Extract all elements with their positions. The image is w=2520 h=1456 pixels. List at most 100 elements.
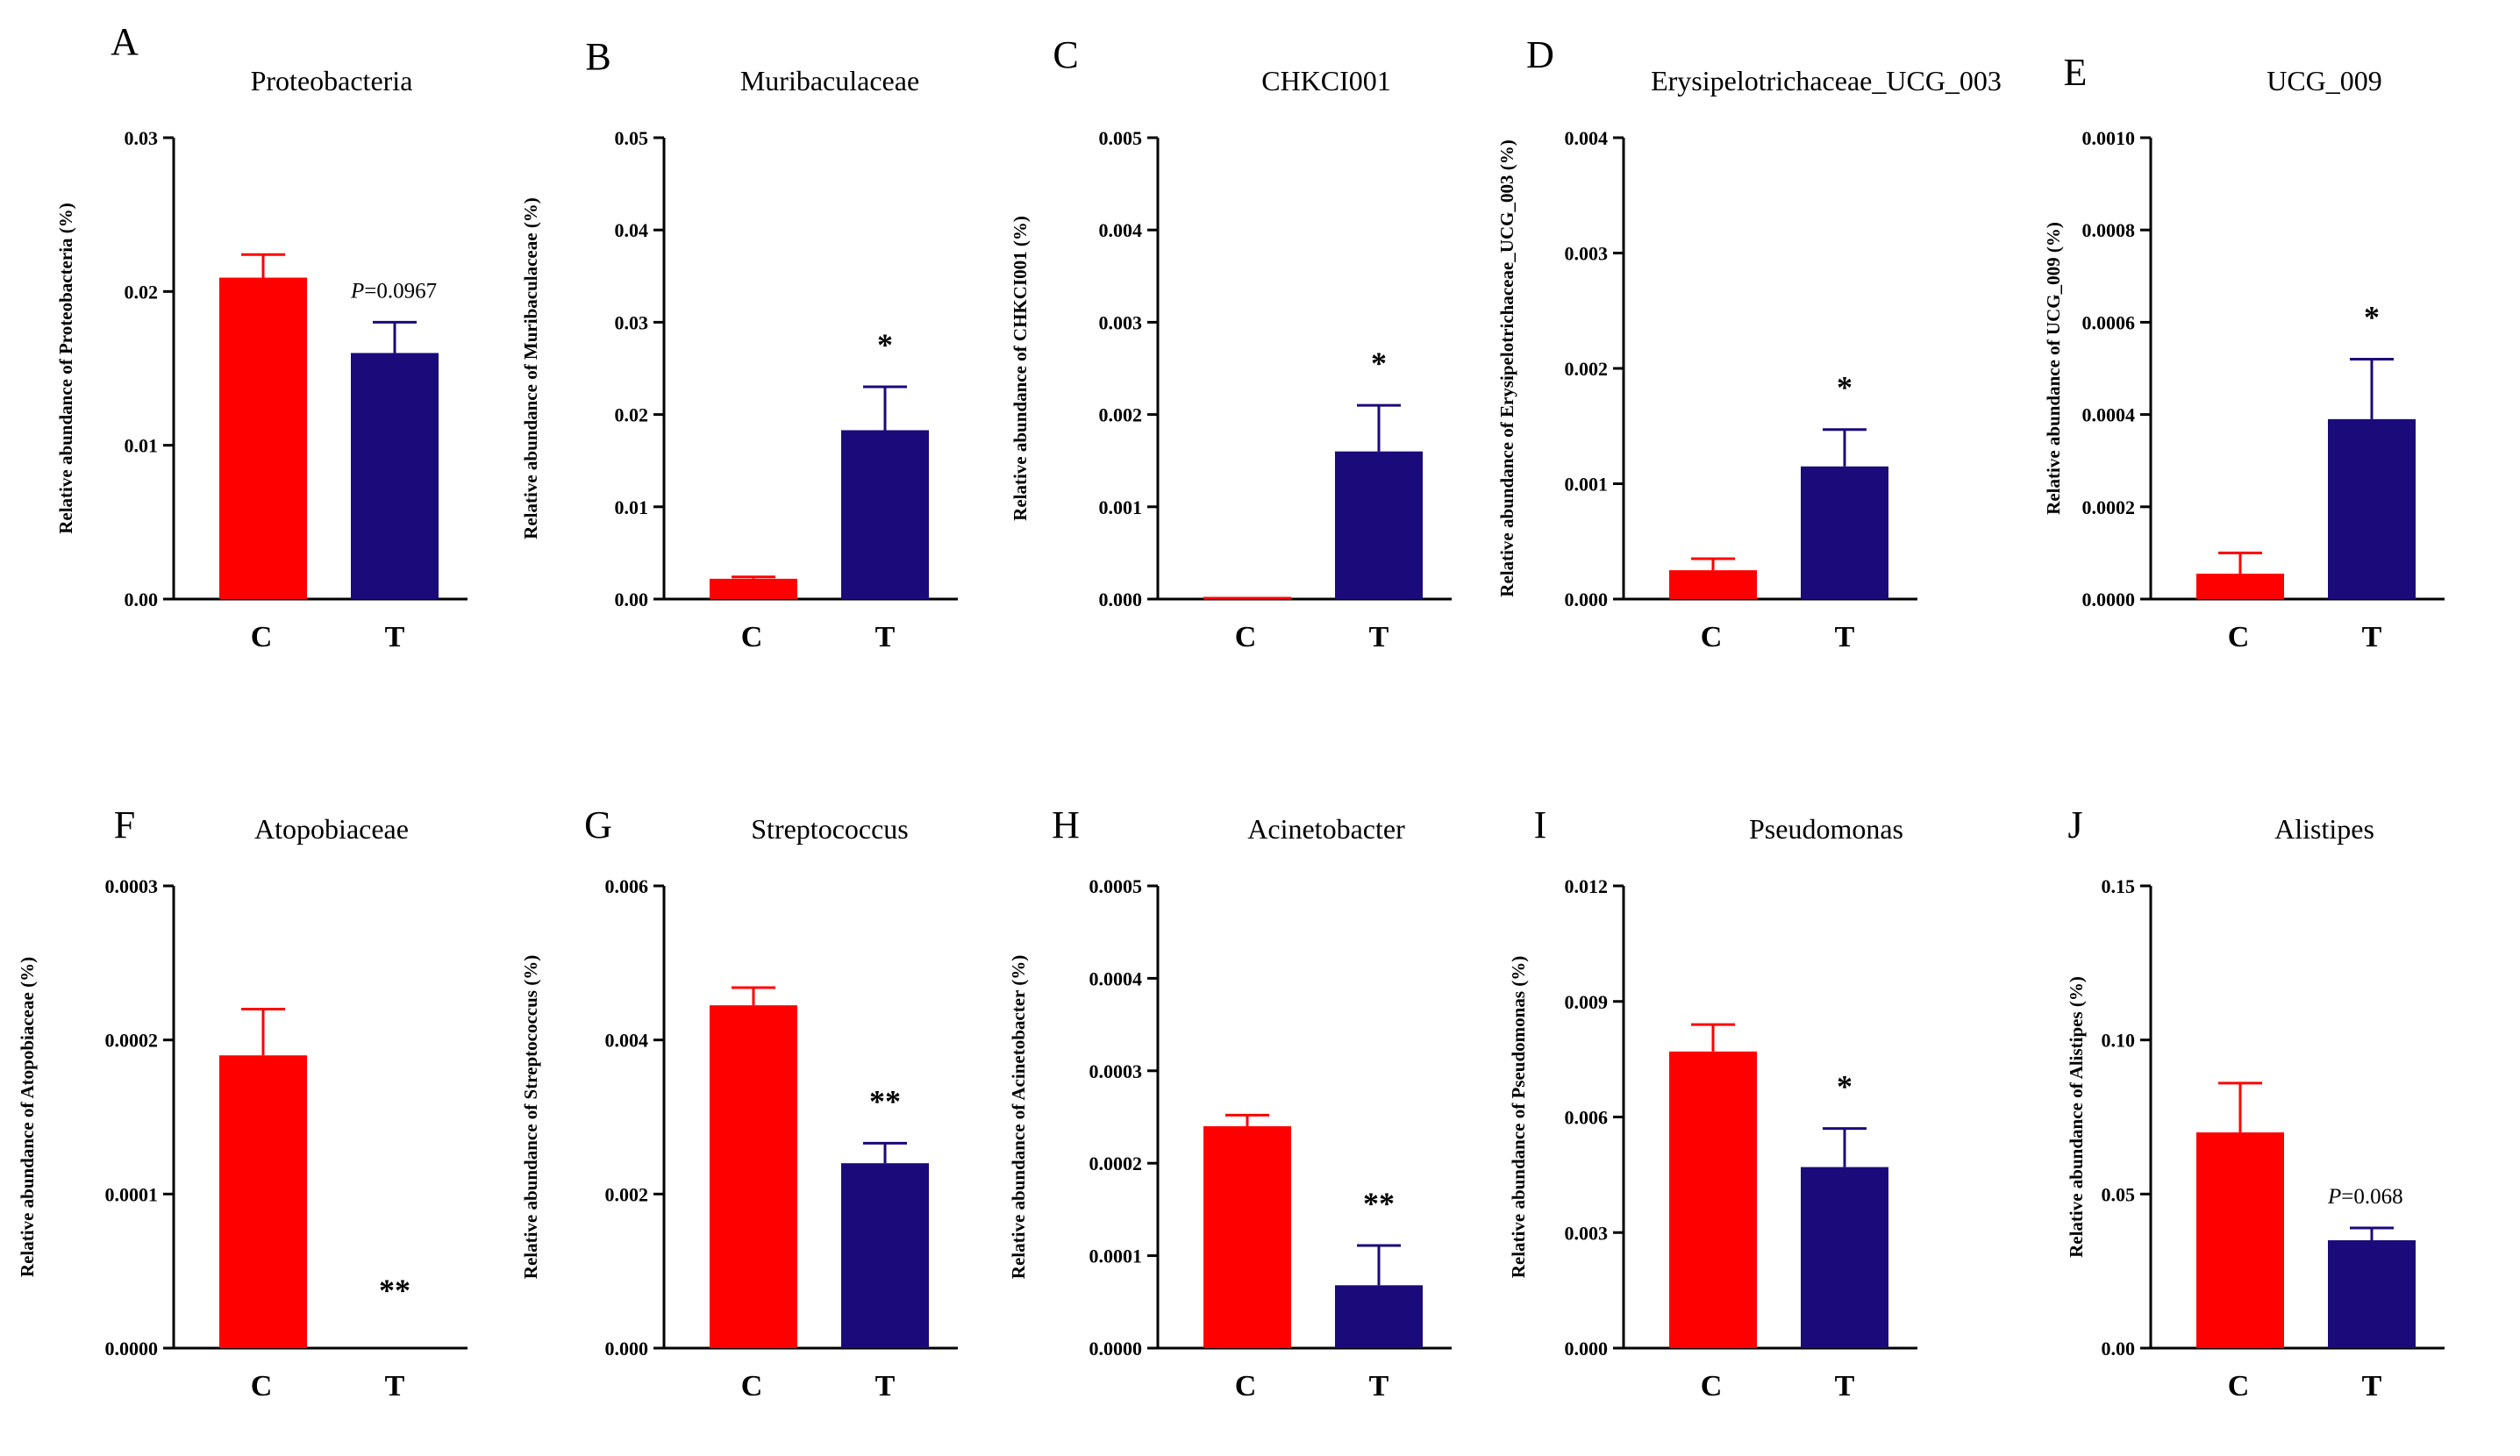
y-tick-label: 0.0000 bbox=[1089, 1338, 1143, 1360]
panel-title: Erysipelotrichaceae_UCG_003 bbox=[1651, 65, 2002, 96]
panel-letter: E bbox=[2064, 51, 2088, 94]
bar-c bbox=[2196, 574, 2284, 599]
y-tick-label: 0.00 bbox=[125, 589, 159, 610]
y-tick-label: 0.0004 bbox=[1089, 967, 1143, 989]
panel-letter: D bbox=[1526, 33, 1554, 76]
significance-marker: * bbox=[1837, 1069, 1853, 1104]
y-tick-label: 0.012 bbox=[1565, 875, 1609, 897]
bar-t bbox=[1335, 451, 1423, 599]
y-tick-label: 0.0003 bbox=[1089, 1060, 1143, 1082]
y-tick-label: 0.02 bbox=[125, 281, 159, 303]
category-label: C bbox=[741, 1370, 763, 1402]
y-tick-label: 0.000 bbox=[1565, 589, 1609, 610]
y-tick-label: 0.0002 bbox=[2082, 496, 2136, 518]
panel-letter: H bbox=[1052, 803, 1080, 846]
y-tick-label: 0.15 bbox=[2102, 875, 2136, 897]
y-tick-label: 0.003 bbox=[1099, 311, 1143, 333]
panel-h: H Acinetobacter 0.0000 0.0001 0.0002 0.0003 0.… bbox=[1008, 803, 1452, 1402]
category-label: T bbox=[1369, 1370, 1389, 1402]
category-label: C bbox=[1701, 1370, 1723, 1402]
bar-t bbox=[351, 353, 439, 599]
panel-title: Proteobacteria bbox=[251, 65, 413, 96]
significance-marker: ** bbox=[379, 1273, 410, 1308]
panel-j: J Alistipes 0.00 0.05 0.10 0.15 Relative abund… bbox=[2066, 803, 2445, 1402]
y-tick-label: 0.004 bbox=[1565, 127, 1609, 149]
panel-title: Acinetobacter bbox=[1247, 813, 1405, 845]
category-label: C bbox=[1235, 621, 1257, 653]
category-label: T bbox=[385, 1370, 405, 1402]
bar-c bbox=[219, 1055, 307, 1348]
bar-c bbox=[710, 1005, 797, 1348]
y-tick-label: 0.006 bbox=[605, 875, 649, 897]
category-label: C bbox=[2228, 1370, 2250, 1402]
y-tick-label: 0.000 bbox=[1565, 1338, 1609, 1360]
bar-t bbox=[841, 430, 929, 599]
category-label: T bbox=[2362, 621, 2382, 653]
y-tick-label: 0.000 bbox=[1099, 589, 1143, 610]
y-tick-label: 0.0005 bbox=[1089, 875, 1143, 897]
panel-letter: A bbox=[111, 20, 139, 63]
category-label: T bbox=[1369, 621, 1389, 653]
y-axis-label: Relative abundance of Atopobiaceae (%) bbox=[17, 957, 38, 1277]
y-tick-label: 0.003 bbox=[1565, 243, 1609, 265]
bar-c bbox=[219, 277, 307, 599]
panel-title: CHKCI001 bbox=[1261, 65, 1391, 96]
category-label: T bbox=[875, 621, 896, 653]
panel-title: Pseudomonas bbox=[1749, 813, 1903, 845]
y-tick-label: 0.01 bbox=[615, 496, 649, 518]
bar-c bbox=[710, 578, 797, 599]
bar-c bbox=[1669, 1051, 1757, 1348]
panel-letter: I bbox=[1534, 803, 1547, 846]
category-label: T bbox=[875, 1370, 896, 1402]
y-tick-label: 0.0001 bbox=[1089, 1245, 1143, 1267]
category-label: C bbox=[741, 621, 763, 653]
y-tick-label: 0.009 bbox=[1565, 991, 1609, 1013]
bar-t bbox=[1801, 466, 1888, 599]
category-label: C bbox=[2228, 621, 2250, 653]
y-tick-label: 0.0000 bbox=[105, 1338, 159, 1360]
panel-letter: C bbox=[1053, 33, 1078, 76]
bar-t bbox=[2328, 418, 2416, 599]
bar-t bbox=[841, 1163, 929, 1348]
bar-c bbox=[2196, 1132, 2284, 1348]
category-label: C bbox=[1701, 621, 1723, 653]
y-tick-label: 0.0006 bbox=[2082, 311, 2136, 333]
y-tick-label: 0.003 bbox=[1565, 1222, 1609, 1244]
y-axis-label: Relative abundance of Muribaculaceae (%) bbox=[520, 197, 541, 539]
y-tick-label: 0.00 bbox=[615, 589, 649, 610]
panel-title: Atopobiaceae bbox=[254, 813, 409, 845]
panel-d: D Erysipelotrichaceae_UCG_003 0.000 0.001 0.… bbox=[1496, 33, 2002, 653]
y-tick-label: 0.0003 bbox=[105, 875, 159, 897]
significance-marker: * bbox=[1371, 346, 1387, 381]
panel-title: UCG_009 bbox=[2267, 65, 2382, 96]
y-tick-label: 0.02 bbox=[615, 404, 649, 426]
bar-t bbox=[2328, 1240, 2416, 1348]
y-tick-label: 0.004 bbox=[605, 1030, 649, 1052]
panel-title: Muribaculaceae bbox=[740, 65, 919, 96]
panel-a: A Proteobacteria 0.00 0.01 0.02 0.03 Relative … bbox=[55, 20, 468, 653]
y-tick-label: 0.000 bbox=[605, 1338, 649, 1360]
y-tick-label: 0.005 bbox=[1099, 127, 1143, 149]
significance-marker: * bbox=[877, 327, 893, 362]
panel-letter: J bbox=[2067, 803, 2082, 846]
y-tick-label: 0.0010 bbox=[2082, 127, 2136, 149]
panel-g: G Streptococcus 0.000 0.002 0.004 0.006 Relati… bbox=[520, 803, 958, 1402]
category-label: C bbox=[1235, 1370, 1257, 1402]
bar-c bbox=[1203, 1126, 1291, 1348]
bar-c bbox=[1669, 570, 1757, 599]
y-tick-label: 0.001 bbox=[1565, 474, 1609, 496]
category-label: T bbox=[2362, 1370, 2382, 1402]
y-axis-label: Relative abundance of Streptococcus (%) bbox=[520, 955, 541, 1279]
y-axis-label: Relative abundance of UCG_009 (%) bbox=[2043, 222, 2064, 515]
y-tick-label: 0.01 bbox=[125, 435, 159, 457]
y-tick-label: 0.0001 bbox=[105, 1183, 159, 1205]
bar-t bbox=[1801, 1167, 1888, 1348]
y-tick-label: 0.05 bbox=[615, 127, 649, 149]
panel-b: B Muribaculaceae 0.00 0.01 0.02 0.03 0.04 0.05 R… bbox=[520, 35, 958, 653]
y-axis-label: Relative abundance of Alistipes (%) bbox=[2066, 976, 2087, 1258]
p-value-label: P=0.0967 bbox=[350, 279, 437, 303]
y-tick-label: 0.002 bbox=[1565, 358, 1609, 380]
significance-marker: * bbox=[1837, 370, 1853, 405]
y-tick-label: 0.05 bbox=[2102, 1183, 2136, 1205]
